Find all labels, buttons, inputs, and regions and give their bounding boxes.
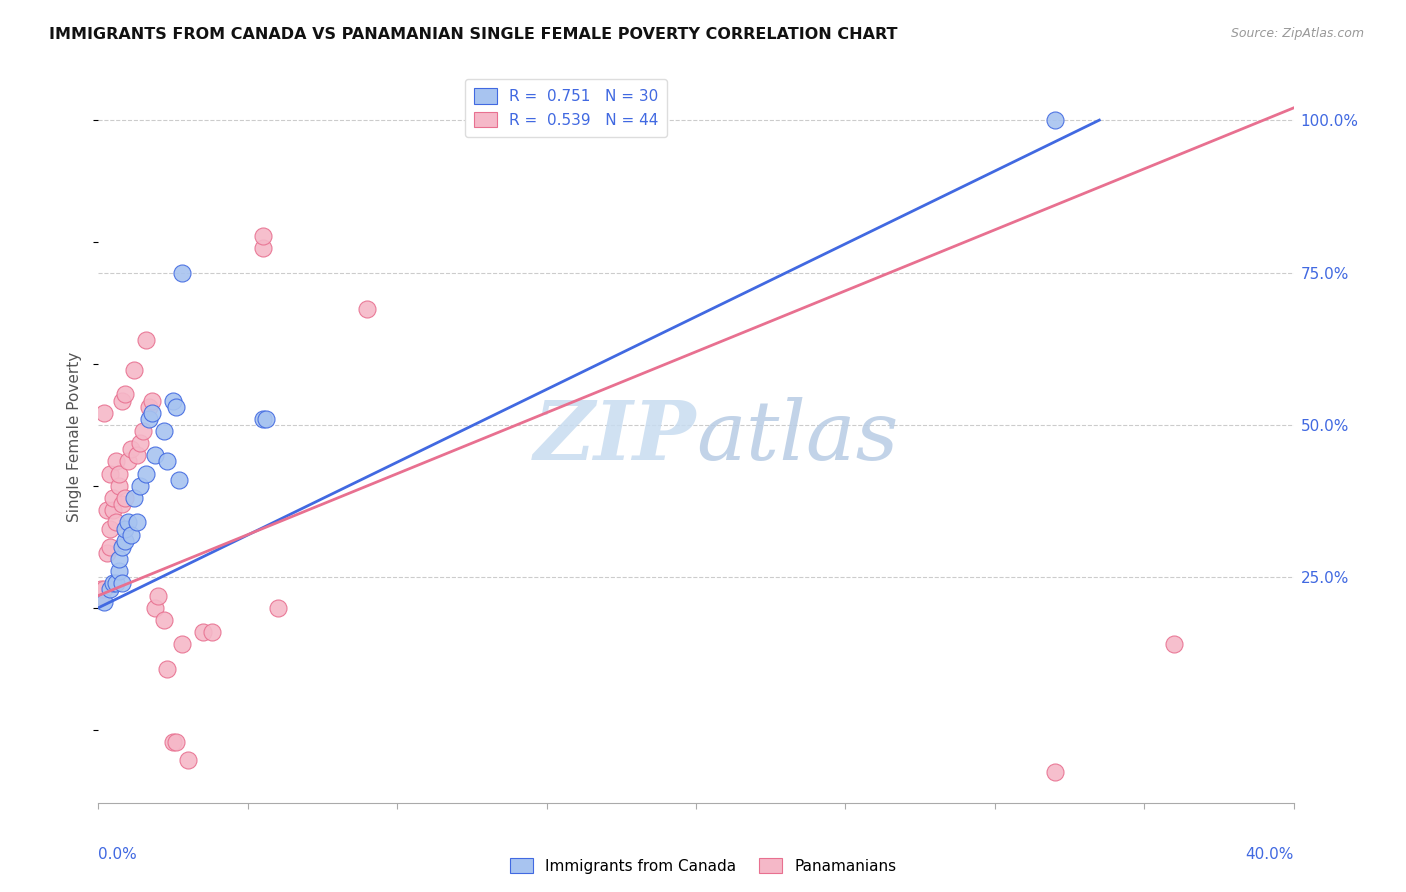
- Point: [114, 533, 136, 548]
- Point: [114, 387, 136, 401]
- Point: [191, 625, 214, 640]
- Point: [162, 393, 184, 408]
- Point: [177, 753, 200, 767]
- Point: [267, 600, 290, 615]
- Point: [143, 448, 166, 462]
- Point: [111, 497, 134, 511]
- Point: [127, 448, 149, 462]
- Point: [129, 436, 152, 450]
- Point: [138, 400, 160, 414]
- Point: [111, 576, 134, 591]
- Point: [172, 637, 194, 651]
- Point: [141, 406, 163, 420]
- Text: atlas: atlas: [696, 397, 898, 477]
- Point: [105, 516, 128, 530]
- Point: [356, 301, 378, 317]
- Point: [1043, 765, 1066, 780]
- Point: [141, 393, 163, 408]
- Point: [98, 521, 122, 535]
- Point: [93, 406, 115, 420]
- Point: [148, 589, 170, 603]
- Point: [93, 582, 115, 597]
- Point: [103, 491, 125, 505]
- Text: Source: ZipAtlas.com: Source: ZipAtlas.com: [1230, 27, 1364, 40]
- Point: [103, 503, 125, 517]
- Point: [156, 454, 179, 468]
- Point: [98, 540, 122, 554]
- Point: [165, 400, 187, 414]
- Point: [156, 662, 179, 676]
- Point: [1043, 113, 1066, 128]
- Point: [96, 503, 118, 517]
- Point: [117, 516, 139, 530]
- Text: IMMIGRANTS FROM CANADA VS PANAMANIAN SINGLE FEMALE POVERTY CORRELATION CHART: IMMIGRANTS FROM CANADA VS PANAMANIAN SIN…: [49, 27, 897, 42]
- Point: [108, 479, 131, 493]
- Point: [120, 527, 142, 541]
- Point: [135, 467, 157, 481]
- Point: [111, 540, 134, 554]
- Point: [132, 424, 155, 438]
- Point: [111, 393, 134, 408]
- Point: [124, 363, 146, 377]
- Point: [153, 613, 176, 627]
- Point: [172, 266, 194, 280]
- Point: [108, 564, 131, 578]
- Point: [114, 491, 136, 505]
- Point: [201, 625, 224, 640]
- Point: [105, 454, 128, 468]
- Point: [108, 552, 131, 566]
- Point: [1163, 637, 1185, 651]
- Point: [153, 424, 176, 438]
- Text: 0.0%: 0.0%: [98, 847, 138, 862]
- Point: [254, 412, 277, 426]
- Point: [105, 576, 128, 591]
- Point: [595, 120, 617, 134]
- Point: [129, 479, 152, 493]
- Legend: R =  0.751   N = 30, R =  0.539   N = 44: R = 0.751 N = 30, R = 0.539 N = 44: [464, 79, 668, 137]
- Point: [114, 521, 136, 535]
- Legend: Immigrants from Canada, Panamanians: Immigrants from Canada, Panamanians: [503, 852, 903, 880]
- Point: [135, 333, 157, 347]
- Point: [124, 491, 146, 505]
- Point: [143, 600, 166, 615]
- Point: [108, 467, 131, 481]
- Point: [165, 735, 187, 749]
- Point: [252, 412, 274, 426]
- Y-axis label: Single Female Poverty: Single Female Poverty: [67, 352, 83, 522]
- Point: [252, 228, 274, 243]
- Point: [127, 516, 149, 530]
- Point: [90, 582, 112, 597]
- Point: [96, 546, 118, 560]
- Text: 40.0%: 40.0%: [1246, 847, 1294, 862]
- Point: [117, 454, 139, 468]
- Point: [93, 594, 115, 608]
- Point: [120, 442, 142, 457]
- Text: ZIP: ZIP: [533, 397, 696, 477]
- Point: [138, 412, 160, 426]
- Point: [595, 120, 617, 134]
- Point: [252, 241, 274, 255]
- Point: [103, 576, 125, 591]
- Point: [98, 467, 122, 481]
- Point: [162, 735, 184, 749]
- Point: [90, 589, 112, 603]
- Point: [98, 582, 122, 597]
- Point: [167, 473, 190, 487]
